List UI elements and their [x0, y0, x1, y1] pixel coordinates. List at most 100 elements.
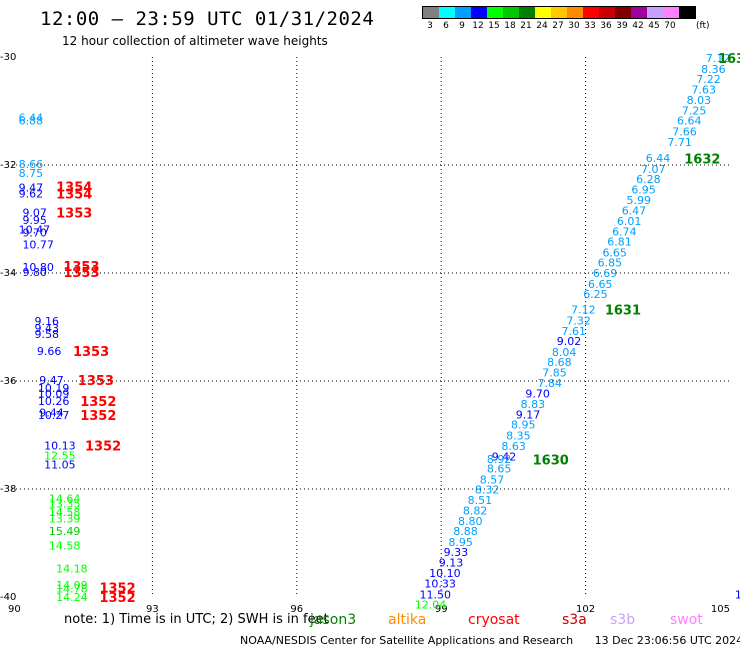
color-scale-swatch	[679, 7, 695, 18]
wave-height-label: 10.0	[735, 588, 740, 601]
wave-height-label: 9.95	[22, 214, 47, 227]
wave-height-label: 10.27	[38, 409, 70, 422]
wave-height-label: 9.62	[19, 188, 44, 201]
color-scale-legend: 3 6 9 12 15 18 21 24 27 30 33 36 39 42 45 70 (ft)	[422, 6, 710, 33]
wave-height-label: 10.77	[22, 238, 54, 251]
color-scale-swatch	[503, 7, 519, 18]
y-tick-label: -32	[0, 160, 16, 171]
color-scale-swatch	[631, 7, 647, 18]
pass-number-label: 1354	[56, 188, 92, 203]
wave-height-label: 9.70	[525, 387, 550, 400]
wave-height-label: 8.32	[475, 484, 500, 497]
wave-height-label: 9.07	[22, 207, 47, 220]
color-scale-swatch	[663, 7, 679, 18]
color-scale-swatch	[647, 7, 663, 18]
wave-height-label: 14.24	[56, 591, 87, 604]
color-scale-label: 27	[552, 21, 564, 31]
wave-height-label: 7.84	[537, 377, 562, 390]
x-tick-label: 90	[8, 604, 21, 615]
pass-number-label: 1630	[533, 453, 569, 468]
color-scale-label: 15	[488, 21, 500, 31]
wave-height-label: 8.65	[487, 462, 512, 475]
pass-number-label: 1353	[73, 345, 109, 360]
pass-number-label: 1633	[718, 52, 740, 67]
pass-number-label: 1354	[56, 181, 92, 196]
pass-number-label: 1352	[85, 439, 121, 454]
y-tick-label: -38	[0, 484, 16, 495]
wave-height-label: 9.33	[444, 546, 469, 559]
color-scale-label: 36	[600, 21, 612, 31]
color-scale-swatch	[519, 7, 535, 18]
wave-height-label: 9.47	[39, 374, 64, 387]
wave-height-label: 7.63	[691, 83, 716, 96]
wave-height-label: 9.13	[439, 556, 464, 569]
wave-height-label: 8.63	[501, 440, 526, 453]
color-scale-swatch	[583, 7, 599, 18]
color-scale-swatch	[535, 7, 551, 18]
color-scale-swatch	[567, 7, 583, 18]
wave-height-label: 7.25	[682, 104, 707, 117]
wave-height-label: 8.95	[511, 419, 536, 432]
color-scale-swatch	[599, 7, 615, 18]
wave-height-label: 7.22	[696, 73, 721, 86]
pass-number-label: 1352	[99, 581, 135, 596]
pass-number-label: 1353	[63, 266, 99, 281]
color-scale-bar	[422, 6, 696, 19]
wave-height-label: 8.66	[19, 158, 44, 171]
pass-number-label: 1353	[56, 207, 92, 222]
wave-height-label: 6.69	[593, 267, 618, 280]
wave-height-label: 6.65	[588, 278, 613, 291]
wave-height-label: 10.13	[44, 439, 76, 452]
pass-number-label: 1631	[605, 304, 641, 319]
wave-height-label: 6.28	[636, 173, 661, 186]
wave-height-label: 6.74	[612, 225, 637, 238]
wave-height-label: 8.82	[463, 505, 488, 518]
wave-height-label: 6.01	[617, 215, 642, 228]
y-tick-label: -40	[0, 592, 16, 603]
footer: NOAA/NESDIS Center for Satellite Applica…	[240, 634, 740, 647]
wave-height-label: 15.49	[49, 525, 80, 538]
color-scale-label: 18	[504, 21, 516, 31]
y-tick-label: -30	[0, 52, 16, 63]
wave-height-label: 6.95	[631, 183, 656, 196]
wave-height-label: 8.88	[453, 525, 478, 538]
color-scale-label: 21	[520, 21, 532, 31]
wave-height-label: 10.19	[38, 382, 70, 395]
chart-title: 12:00 — 23:59 UTC 01/31/2024	[40, 8, 375, 30]
wave-height-label: 9.47	[19, 182, 44, 195]
color-scale-label: 6	[443, 21, 449, 31]
footer-timestamp: 13 Dec 23:06:56 UTC 2024	[594, 634, 740, 647]
color-scale-label: 9	[459, 21, 465, 31]
wave-height-label: 8.92	[487, 453, 512, 466]
color-scale-swatch	[551, 7, 567, 18]
wave-height-label: 6.44	[646, 152, 671, 165]
wave-height-label: 9.16	[34, 315, 59, 328]
color-scale-labels: 3 6 9 12 15 18 21 24 27 30 33 36 39 42 45 70 (ft)	[422, 19, 709, 33]
color-scale-swatch	[487, 7, 503, 18]
wave-height-label: 6.25	[583, 288, 608, 301]
wave-height-label: 6.47	[622, 204, 647, 217]
wave-height-label: 12.04	[415, 599, 447, 612]
pass-number-label: 1632	[684, 153, 720, 168]
x-tick-label: 99	[435, 604, 448, 615]
wave-height-label: 10.80	[22, 261, 54, 274]
wave-height-label: 13.35	[49, 498, 80, 511]
pass-number-label: 1352	[99, 591, 135, 606]
wave-height-label: 14.64	[49, 493, 80, 506]
wave-height-label: 6.64	[677, 115, 702, 128]
wave-height-label: 7.12	[706, 52, 731, 65]
x-tick-label: 96	[290, 604, 303, 615]
color-scale-label: 12	[472, 21, 484, 31]
color-scale-swatch	[471, 7, 487, 18]
x-tick-label: 102	[576, 604, 595, 615]
color-scale-label: 39	[616, 21, 628, 31]
wave-height-label: 14.58	[49, 540, 80, 553]
wave-height-label: 14.78	[56, 582, 87, 595]
note-text: note: 1) Time is in UTC; 2) SWH is in fe…	[64, 612, 329, 627]
wave-height-label: 9.66	[37, 345, 62, 358]
wave-height-label: 10.26	[38, 395, 70, 408]
wave-height-label: 8.68	[547, 356, 572, 369]
wave-height-label: 9.80	[22, 266, 47, 279]
wave-height-label: 8.36	[701, 63, 726, 76]
